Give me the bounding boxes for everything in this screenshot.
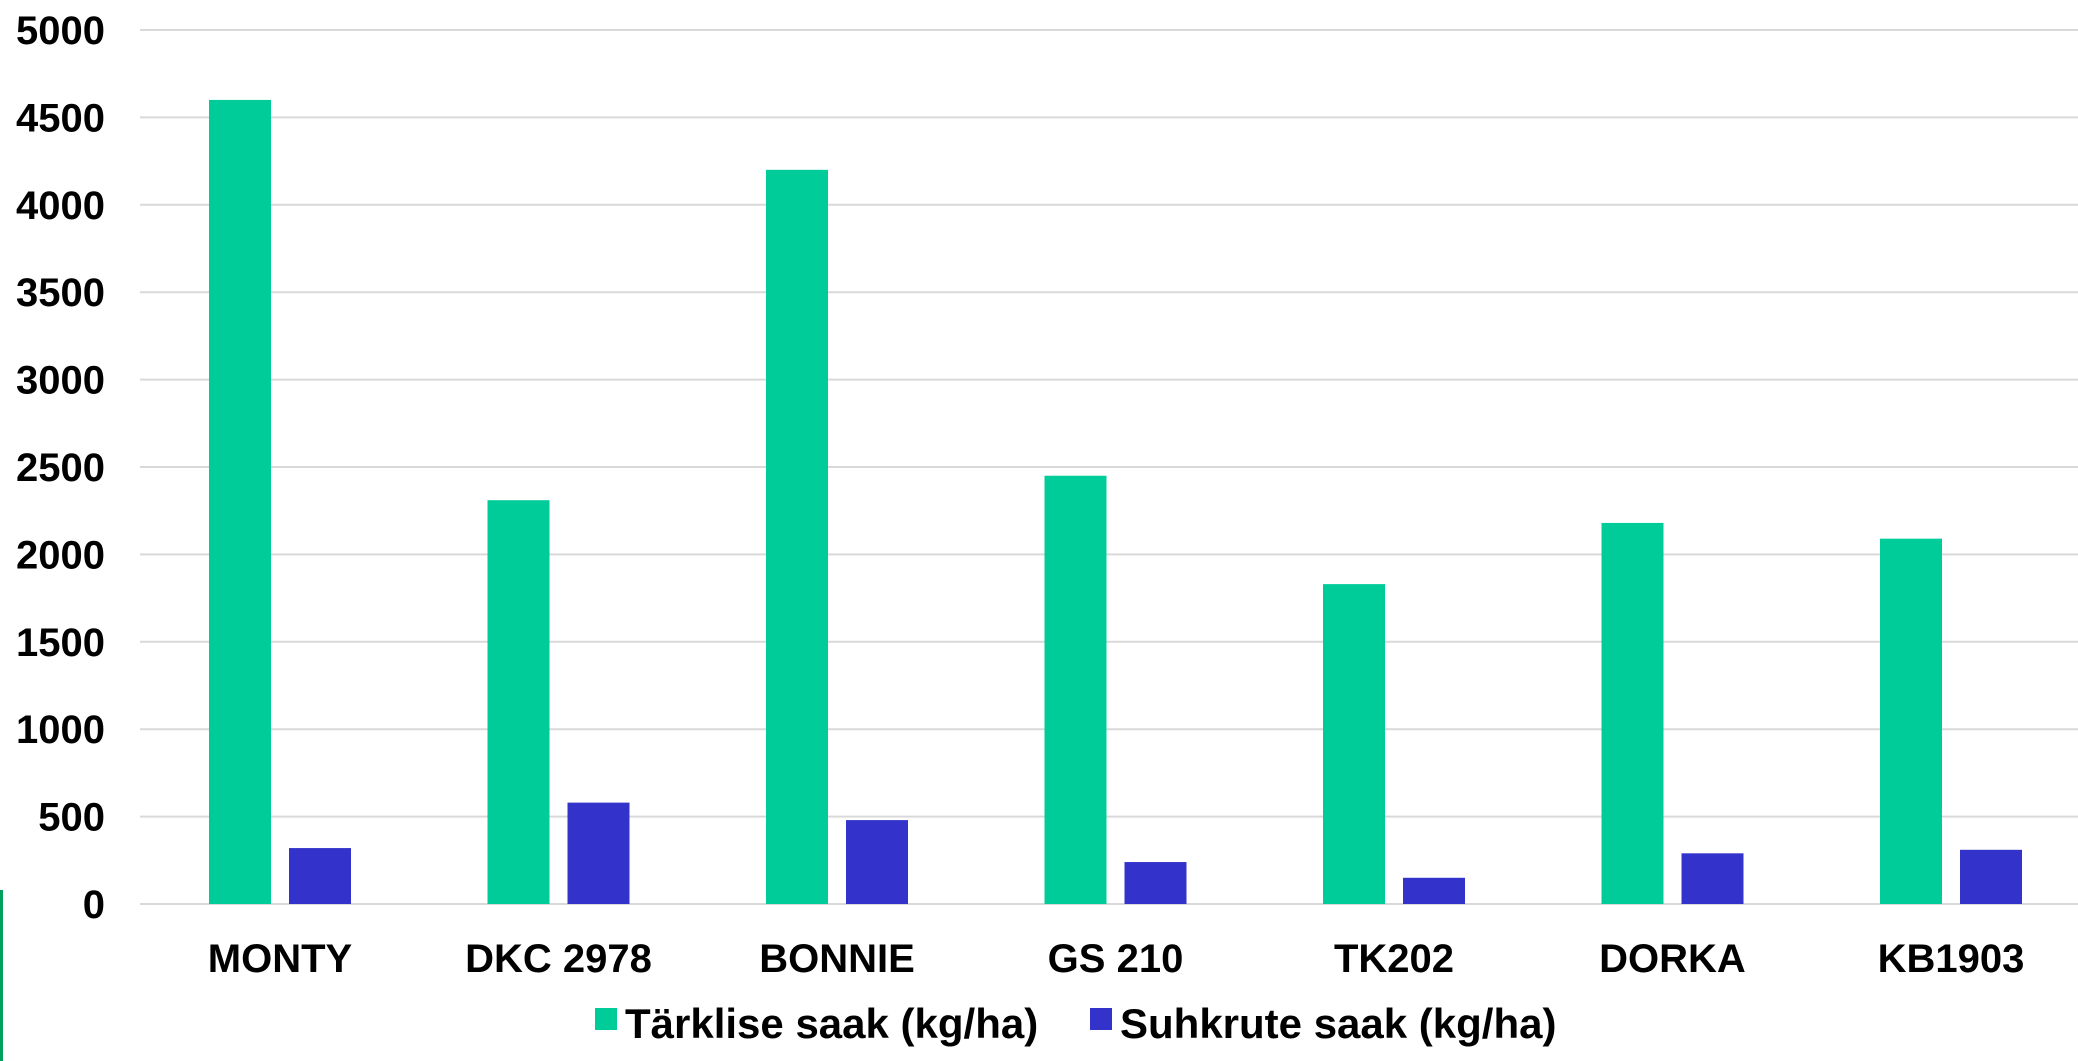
legend-item-starch: Tärklise saak (kg/ha) <box>595 1000 1038 1047</box>
y-tick-label: 1000 <box>16 708 105 752</box>
y-tick-label: 1500 <box>16 621 105 665</box>
left-edge-accent <box>0 890 3 1061</box>
y-tick-label: 4500 <box>16 96 105 140</box>
bar-sugar-yield <box>289 848 351 904</box>
x-axis-ticks: MONTY DKC 2978 BONNIE GS 210 TK202 DORKA KB190… <box>208 937 2025 981</box>
bar-sugar-yield <box>567 802 630 904</box>
y-tick-label: 500 <box>38 796 105 840</box>
legend: Tärklise saak (kg/ha) Suhkrute saak (kg/h… <box>595 1000 1556 1047</box>
y-tick-label: 4000 <box>16 184 105 228</box>
bar-sugar-yield <box>846 820 908 904</box>
legend-swatch <box>595 1008 617 1030</box>
bar-starch-yield <box>1601 522 1664 904</box>
x-tick-label: BONNIE <box>759 937 915 981</box>
y-tick-label: 3500 <box>16 271 105 315</box>
bar-sugar-yield <box>1124 862 1187 904</box>
bar-starch-yield <box>1880 538 1942 904</box>
gridlines <box>140 29 2078 905</box>
x-tick-label: TK202 <box>1334 937 1454 981</box>
y-tick-label: 0 <box>83 883 105 927</box>
x-tick-label: DKC 2978 <box>465 937 652 981</box>
y-tick-label: 3000 <box>16 359 105 403</box>
bar-starch-yield <box>1044 475 1107 904</box>
legend-label: Tärklise saak (kg/ha) <box>625 1000 1038 1047</box>
y-tick-label: 2000 <box>16 533 105 577</box>
legend-label: Suhkrute saak (kg/ha) <box>1120 1000 1556 1047</box>
bar-starch-yield <box>1323 584 1385 904</box>
legend-item-sugar: Suhkrute saak (kg/ha) <box>1090 1000 1556 1047</box>
x-tick-label: DORKA <box>1599 937 1746 981</box>
bar-starch-yield <box>487 500 550 904</box>
bar-sugar-yield <box>1681 853 1744 904</box>
x-tick-label: MONTY <box>208 937 353 981</box>
x-tick-label: GS 210 <box>1048 937 1184 981</box>
bar-sugar-yield <box>1403 877 1465 904</box>
bar-starch-yield <box>766 169 828 905</box>
bar-sugar-yield <box>1960 849 2022 904</box>
legend-swatch <box>1090 1008 1112 1030</box>
y-tick-label: 2500 <box>16 446 105 490</box>
y-axis-ticks: 0 500 1000 1500 2000 2500 3000 3500 4000 4500 5000 <box>16 9 105 927</box>
bars <box>209 99 2022 905</box>
y-tick-label: 5000 <box>16 9 105 53</box>
x-tick-label: KB1903 <box>1878 937 2025 981</box>
bar-starch-yield <box>209 99 271 905</box>
